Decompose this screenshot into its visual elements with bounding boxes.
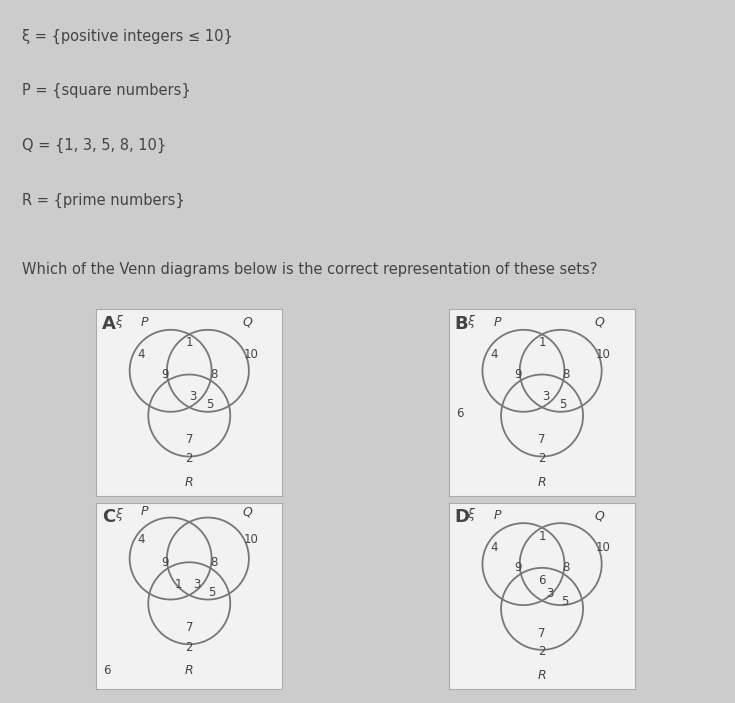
Text: Q: Q	[242, 505, 252, 518]
Text: 1: 1	[538, 336, 546, 349]
Text: 5: 5	[206, 398, 213, 411]
Text: 4: 4	[137, 347, 145, 361]
Text: 4: 4	[490, 347, 498, 361]
Text: Q: Q	[595, 316, 605, 329]
Text: 8: 8	[562, 562, 570, 574]
Text: 3: 3	[193, 578, 201, 591]
Text: P: P	[494, 509, 501, 522]
Text: 1: 1	[185, 336, 193, 349]
Text: 7: 7	[185, 621, 193, 634]
Text: 3: 3	[542, 390, 550, 404]
Text: 6: 6	[104, 664, 111, 677]
Text: ξ = {positive integers ≤ 10}: ξ = {positive integers ≤ 10}	[22, 29, 233, 44]
Text: 9: 9	[514, 562, 522, 574]
Text: 4: 4	[490, 541, 498, 554]
Text: 9: 9	[161, 368, 169, 381]
Text: 2: 2	[185, 641, 193, 654]
Text: 10: 10	[596, 347, 611, 361]
Text: 2: 2	[538, 645, 546, 658]
Text: 6: 6	[456, 407, 464, 420]
Text: Which of the Venn diagrams below is the correct representation of these sets?: Which of the Venn diagrams below is the …	[22, 262, 597, 277]
Text: 8: 8	[209, 368, 217, 381]
Text: 2: 2	[185, 452, 193, 465]
Text: 3: 3	[546, 588, 553, 600]
Text: 5: 5	[561, 595, 568, 608]
Text: 10: 10	[243, 534, 258, 546]
Text: P: P	[494, 316, 501, 329]
Text: B: B	[454, 315, 468, 333]
Text: ξ: ξ	[467, 315, 475, 328]
Text: ξ: ξ	[115, 315, 122, 328]
Text: 8: 8	[562, 368, 570, 381]
Text: Q: Q	[242, 316, 252, 329]
Text: 10: 10	[596, 541, 611, 554]
Text: P: P	[141, 505, 148, 518]
Text: 1: 1	[538, 529, 546, 543]
Text: 9: 9	[514, 368, 522, 381]
Text: C: C	[101, 508, 115, 527]
Text: 5: 5	[208, 586, 215, 598]
Text: P: P	[141, 316, 148, 329]
Text: 7: 7	[538, 626, 546, 640]
Text: R: R	[538, 669, 546, 683]
Text: ξ: ξ	[115, 508, 122, 521]
Text: Q: Q	[595, 509, 605, 522]
Text: P = {square numbers}: P = {square numbers}	[22, 83, 190, 98]
Text: 8: 8	[209, 556, 217, 569]
Text: Q = {1, 3, 5, 8, 10}: Q = {1, 3, 5, 8, 10}	[22, 138, 166, 153]
Text: 4: 4	[137, 534, 145, 546]
Text: 6: 6	[538, 574, 546, 588]
Text: R = {prime numbers}: R = {prime numbers}	[22, 193, 184, 208]
Text: 7: 7	[185, 433, 193, 446]
Text: D: D	[454, 508, 470, 527]
Text: A: A	[101, 315, 115, 333]
Text: R: R	[185, 664, 193, 677]
Text: 5: 5	[559, 398, 566, 411]
Text: 7: 7	[538, 433, 546, 446]
Text: 10: 10	[243, 347, 258, 361]
Text: 3: 3	[190, 390, 197, 404]
Text: 9: 9	[161, 556, 169, 569]
Text: 2: 2	[538, 452, 546, 465]
Text: 1: 1	[174, 578, 182, 591]
Text: R: R	[538, 476, 546, 489]
Text: R: R	[185, 476, 193, 489]
Text: ξ: ξ	[467, 508, 475, 521]
